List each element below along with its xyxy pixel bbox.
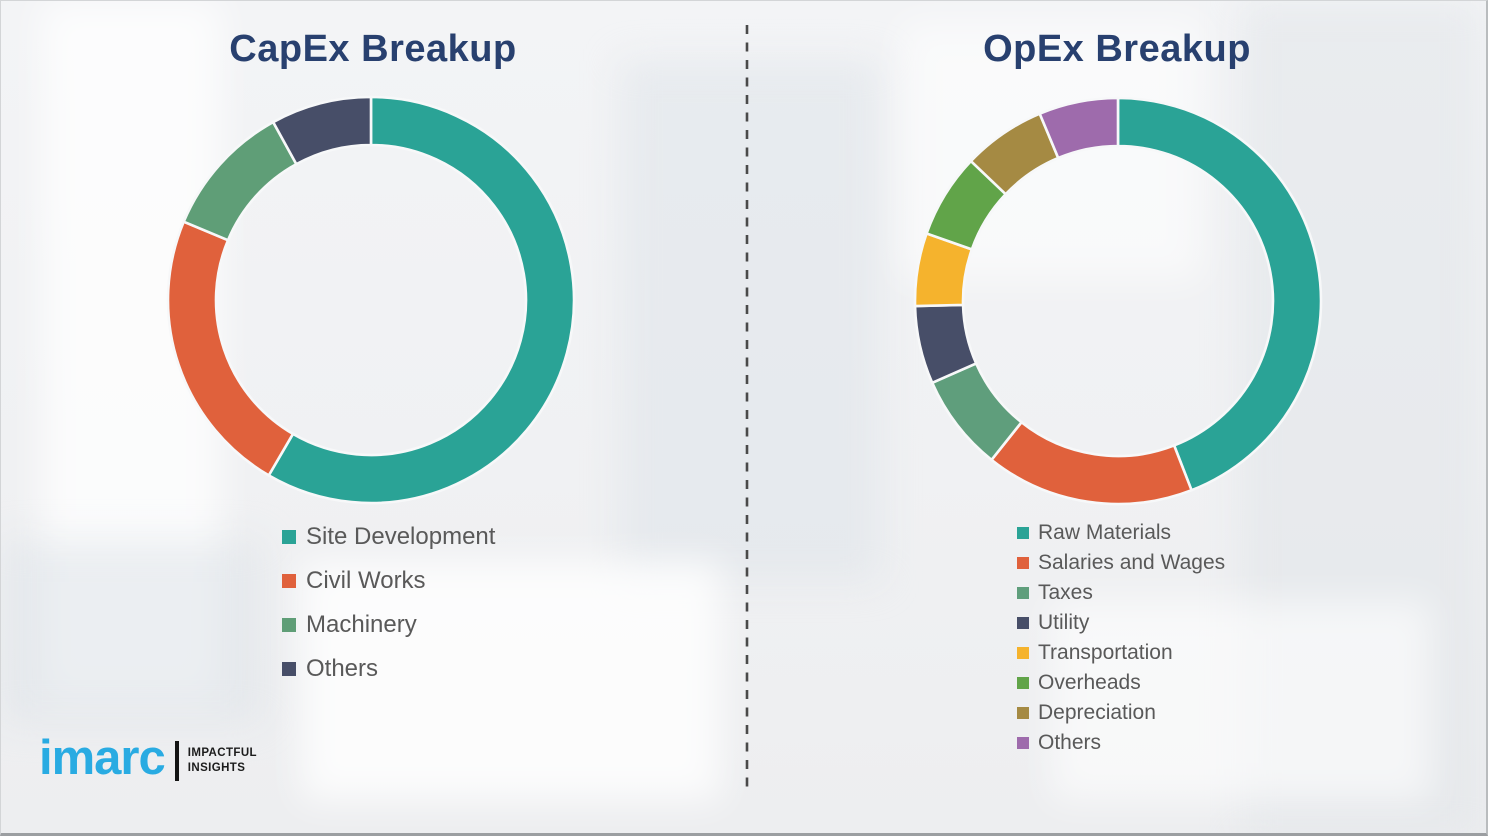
legend-label: Raw Materials	[1038, 521, 1172, 544]
opex-donut-chart	[913, 96, 1323, 506]
dashed-divider	[745, 25, 749, 793]
legend-swatch	[282, 618, 296, 632]
logo-tagline-line1: IMPACTFUL	[187, 747, 257, 760]
capex-donut-chart	[166, 95, 576, 505]
logo-tagline: IMPACTFUL INSIGHTS	[188, 746, 257, 775]
legend-label: Depreciation	[1038, 701, 1156, 724]
legend-swatch	[282, 662, 296, 676]
legend-swatch	[282, 574, 296, 588]
legend-swatch	[1017, 707, 1029, 719]
capex-chart-title: CapEx Breakup	[229, 28, 517, 70]
donut-segment-others	[271, 95, 373, 166]
legend-label: Taxes	[1038, 581, 1093, 604]
legend-item-taxes: Taxes	[1017, 578, 1225, 608]
donut-segment-site-development	[266, 95, 576, 505]
legend-item-civil-works: Civil Works	[282, 559, 495, 603]
donut-segment-machinery	[181, 120, 299, 242]
legend-item-utility: Utility	[1017, 608, 1225, 638]
legend-label: Overheads	[1038, 671, 1141, 694]
imarc-brand-text: imarc	[39, 731, 166, 785]
legend-label: Site Development	[306, 523, 496, 550]
donut-segment-others	[1038, 96, 1120, 160]
legend-label: Others	[1038, 731, 1102, 754]
background-texture	[1, 541, 261, 721]
legend-item-site-development: Site Development	[282, 515, 495, 559]
legend-swatch	[1017, 557, 1029, 569]
legend-item-depreciation: Depreciation	[1017, 698, 1225, 728]
legend-item-overheads: Overheads	[1017, 668, 1225, 698]
legend-swatch	[1017, 587, 1029, 599]
opex-chart-title: OpEx Breakup	[983, 28, 1251, 70]
legend-swatch	[1017, 527, 1029, 539]
legend-label: Civil Works	[306, 567, 426, 594]
legend-item-others: Others	[282, 647, 495, 691]
legend-swatch	[1017, 737, 1029, 749]
legend-swatch	[1017, 677, 1029, 689]
legend-label: Machinery	[306, 611, 417, 638]
imarc-logo: imarc IMPACTFUL INSIGHTS	[39, 731, 257, 785]
legend-label: Others	[306, 655, 379, 682]
opex-legend: Raw Materials Salaries and Wages Taxes Util…	[1017, 518, 1225, 758]
donut-segment-civil-works	[166, 220, 295, 478]
legend-item-transportation: Transportation	[1017, 638, 1225, 668]
legend-item-others: Others	[1017, 728, 1225, 758]
legend-swatch	[1017, 617, 1029, 629]
donut-segment-salaries-and-wages	[989, 420, 1194, 506]
legend-item-salaries-and-wages: Salaries and Wages	[1017, 548, 1225, 578]
legend-item-machinery: Machinery	[282, 603, 495, 647]
legend-label: Salaries and Wages	[1038, 551, 1226, 574]
legend-swatch	[282, 530, 296, 544]
legend-swatch	[1017, 647, 1029, 659]
legend-item-raw-materials: Raw Materials	[1017, 518, 1225, 548]
legend-label: Transportation	[1038, 641, 1173, 664]
legend-label: Utility	[1038, 611, 1090, 634]
logo-tagline-line2: INSIGHTS	[187, 761, 246, 774]
capex-legend: Site Development Civil Works Machinery Othe…	[282, 515, 495, 691]
donut-segment-raw-materials	[1116, 96, 1323, 492]
logo-divider-bar	[174, 740, 179, 781]
